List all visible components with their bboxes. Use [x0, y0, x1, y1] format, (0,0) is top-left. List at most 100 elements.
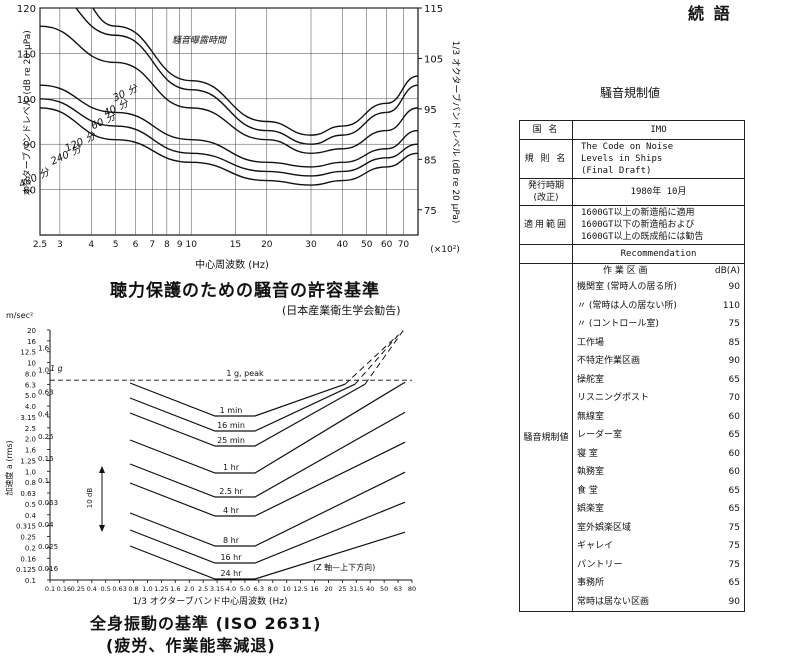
g-tick-label: 0.63	[38, 389, 54, 397]
y-axis-label-left: オクターブバンドレベル (dB re 20 μPa)	[21, 30, 33, 195]
series-line	[92, 8, 418, 136]
x-tick-label: 31.5	[349, 585, 363, 593]
table-row: 規 則 名 The Code on Noise Levels in Ships …	[519, 139, 745, 179]
item-name: 寝 室	[577, 448, 598, 459]
table-row: 国 名 IMO	[519, 120, 745, 140]
x-tick-label: 7	[149, 240, 155, 250]
x-tick-label: 1.0	[142, 585, 152, 593]
x-tick-label: 50	[380, 585, 388, 593]
y-tick-label: 0.63	[20, 490, 36, 498]
scale-label: 10 dB	[86, 488, 94, 509]
y-tick-label: 16	[27, 338, 36, 346]
x-tick-label: 5.0	[240, 585, 250, 593]
g-tick-label: 0.4	[38, 411, 50, 419]
g-tick-label: 0.04	[38, 521, 54, 529]
value-line: 1600GT以下の新造船および	[581, 220, 695, 230]
axis-note: (Z 軸—上下方向)	[313, 562, 375, 572]
scale-arrow	[99, 466, 105, 532]
value-line: Levels in Ships	[581, 154, 663, 164]
x-tick-label: 10	[185, 240, 197, 250]
x-tick-label: 80	[408, 585, 416, 593]
g-tick-label: 0.1	[38, 477, 49, 485]
item-db: 65	[728, 430, 740, 441]
x-tick-label: 12.5	[293, 585, 307, 593]
item-db: 60	[728, 467, 740, 478]
y2-tick-label: 85	[424, 155, 437, 166]
table-row: パントリー 75	[573, 556, 744, 575]
y-tick-label: 0.5	[25, 501, 36, 509]
x-tick-label: 3.15	[210, 585, 224, 593]
y-tick-label: 0.4	[25, 512, 37, 520]
series-label: 4 hr	[223, 506, 240, 515]
item-name: 無線室	[577, 411, 605, 422]
x-tick-label: 2.0	[184, 585, 194, 593]
x-tick-label: 9	[177, 240, 183, 250]
y2-tick-label: 75	[424, 206, 437, 217]
item-name: レーダー室	[577, 430, 623, 441]
x-axis-label: 中心周波数 (Hz)	[195, 258, 269, 271]
table-row: リスニングポスト 70	[573, 389, 744, 408]
item-db: 65	[728, 578, 740, 589]
y-tick-label: 0.125	[16, 566, 36, 574]
chart1-source: (日本産業衛生学会勧告)	[282, 304, 401, 317]
row-label	[519, 244, 573, 264]
x-tick-label: 2.5	[33, 240, 47, 250]
x-tick-label: 0.16	[57, 585, 71, 593]
y-tick-label: 0.8	[25, 479, 36, 487]
series-line	[129, 501, 406, 564]
item-db: 60	[728, 411, 740, 422]
g-tick-label: 1.0	[38, 367, 49, 375]
item-name: 不特定作業区画	[577, 356, 641, 367]
x-tick-label: 60	[381, 240, 393, 250]
y-tick-label: 100	[17, 95, 36, 106]
x-tick-label: 40	[337, 240, 349, 250]
g-tick-label: 1.6	[38, 345, 50, 353]
legend-title: 騒音曝露時間	[172, 35, 228, 46]
series-label: 1 hr	[223, 463, 240, 472]
item-name: 機関室 (常時人の居る所)	[577, 282, 677, 293]
table-row: Recommendation	[519, 244, 745, 264]
row-label: 適用範囲	[519, 205, 573, 245]
series-line	[129, 411, 406, 498]
table-row: 機関室 (常時人の居る所) 90	[573, 278, 744, 297]
section-label: 騒音規制値	[519, 263, 573, 612]
table-title: 騒音規制値	[600, 86, 661, 100]
y-tick-label: 0.16	[20, 555, 36, 563]
x-tick-label: 63	[394, 585, 402, 593]
row-label: 国 名	[519, 120, 573, 140]
item-db: 90	[728, 356, 740, 367]
item-db: 65	[728, 504, 740, 515]
series-line	[129, 441, 406, 517]
value-line: The Code on Noise	[581, 142, 674, 152]
series-label: 16 min	[217, 421, 245, 430]
x-tick-label: 5	[113, 240, 119, 250]
x-tick-label: 1.25	[154, 585, 168, 593]
x-tick-label: 1.6	[170, 585, 180, 593]
table-row: 娯楽室 65	[573, 500, 744, 519]
row-value: The Code on Noise Levels in Ships (Final…	[572, 139, 745, 179]
y-tick-label: 6.3	[25, 381, 36, 389]
x-tick-label: 25	[338, 585, 346, 593]
table-row: 事務所 65	[573, 574, 744, 593]
row-label: 規 則 名	[519, 139, 573, 179]
x-tick-label: 0.8	[128, 585, 138, 593]
series-line	[129, 382, 346, 417]
vibration-criteria-chart: 0.10.1250.160.20.250.3150.40.50.630.81.0…	[4, 311, 416, 607]
y-tick-label: 2.5	[25, 425, 36, 433]
value-line: 1600GT以上の新造船に適用	[581, 208, 695, 218]
y-tick-label: 3.15	[20, 414, 36, 422]
g-tick-label: 0.063	[38, 499, 58, 507]
series-line	[40, 98, 418, 177]
y-tick-label: 12.5	[20, 349, 36, 357]
item-db: 65	[728, 485, 740, 496]
item-name: 工作場	[577, 337, 605, 348]
y-tick-label: 10	[27, 360, 36, 368]
noise-limit-chart: 2.5 3 4 5 6 7 8 9 10 15 20 30 40 50 60 70 80 90 100 110 120 7…	[17, 4, 462, 271]
item-name: 室外娯楽区域	[577, 522, 632, 533]
x-tick-label: 40	[366, 585, 374, 593]
x-tick-label: 10	[283, 585, 291, 593]
y-tick-label: 0.1	[25, 577, 36, 585]
item-name: 事務所	[577, 578, 605, 589]
item-db: 65	[728, 374, 740, 385]
reference-line-label: 1 g, peak	[226, 369, 264, 378]
